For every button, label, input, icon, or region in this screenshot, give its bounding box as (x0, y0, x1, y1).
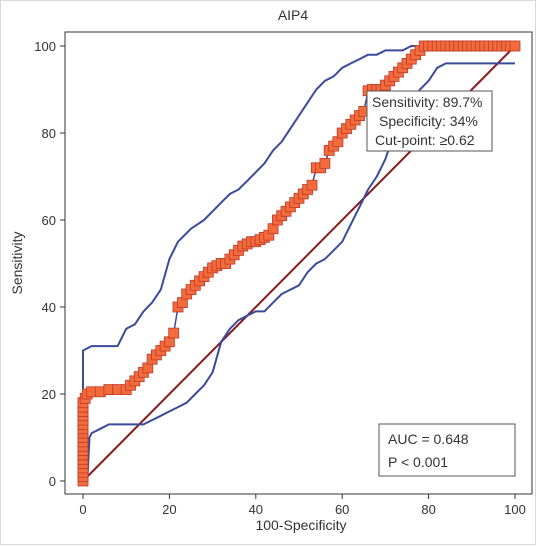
cutpoint-specificity: Specificity: 34% (379, 113, 478, 129)
roc-point (319, 157, 331, 169)
x-tick-label: 40 (249, 502, 263, 517)
x-tick-label: 60 (335, 502, 349, 517)
ci-lower-line (83, 62, 515, 482)
x-tick-label: 80 (421, 502, 435, 517)
y-tick-label: 100 (34, 39, 56, 54)
x-tick-label: 20 (162, 502, 176, 517)
x-tick-label: 100 (504, 502, 526, 517)
cutpoint-sensitivity: Sensitivity: 89.7% (372, 94, 483, 110)
y-tick-label: 60 (42, 213, 56, 228)
axis-ticks: 0 20 40 60 80 100 0 20 40 60 80 100 (34, 39, 526, 517)
roc-point (306, 179, 318, 191)
x-axis-label: 100-Specificity (255, 517, 346, 533)
y-axis-label: Sensitivity (9, 231, 25, 294)
roc-point (509, 40, 521, 52)
stats-box (378, 423, 516, 477)
roc-point (168, 327, 180, 339)
p-value: P < 0.001 (388, 454, 448, 470)
cutpoint-value: Cut-point: ≥0.62 (375, 132, 475, 148)
chart-title: AIP4 (278, 7, 309, 23)
auc-value: AUC = 0.648 (388, 431, 469, 447)
y-tick-label: 0 (49, 474, 56, 489)
x-tick-label: 0 (79, 502, 86, 517)
y-tick-label: 40 (42, 300, 56, 315)
cutpoint-annotation: Sensitivity: 89.7% Specificity: 34% Cut-… (366, 90, 493, 152)
cutpoint-box (366, 90, 493, 152)
chart-markers (77, 40, 521, 487)
y-tick-label: 20 (42, 387, 56, 402)
stats-annotation: AUC = 0.648 P < 0.001 (378, 423, 516, 477)
plot-area-frame (64, 31, 533, 495)
y-tick-label: 80 (42, 126, 56, 141)
ci-upper-line (82, 45, 515, 481)
